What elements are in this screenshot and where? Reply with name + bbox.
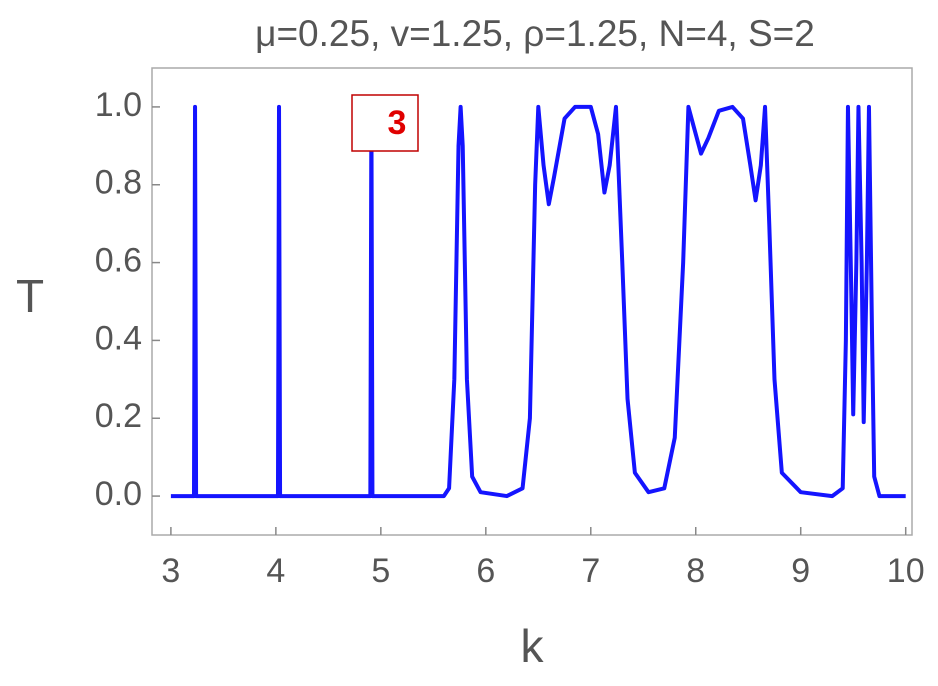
x-tick-label: 7	[581, 552, 600, 590]
x-tick-label: 8	[686, 552, 705, 590]
y-tick-label: 0.4	[95, 319, 142, 357]
y-tick-label: 1.0	[95, 86, 142, 124]
y-tick-label: 0.8	[95, 164, 142, 202]
x-tick-label: 10	[887, 552, 925, 590]
data-line	[170, 104, 906, 499]
y-tick-label: 0.0	[95, 475, 142, 513]
chart-title: μ=0.25, v=1.25, ρ=1.25, N=4, S=2	[255, 13, 815, 54]
y-axis-label: T	[16, 270, 44, 322]
annotation: 3	[388, 104, 407, 142]
x-tick-label: 4	[266, 552, 285, 590]
x-tick-label: 5	[371, 552, 390, 590]
plot-frame	[151, 67, 913, 536]
x-axis-label: k	[521, 620, 545, 672]
x-tick-label: 9	[791, 552, 810, 590]
y-tick-label: 0.2	[95, 397, 142, 435]
annotation-box	[351, 94, 419, 152]
y-tick-label: 0.6	[95, 242, 142, 280]
x-tick-label: 3	[161, 552, 180, 590]
x-tick-label: 6	[476, 552, 495, 590]
